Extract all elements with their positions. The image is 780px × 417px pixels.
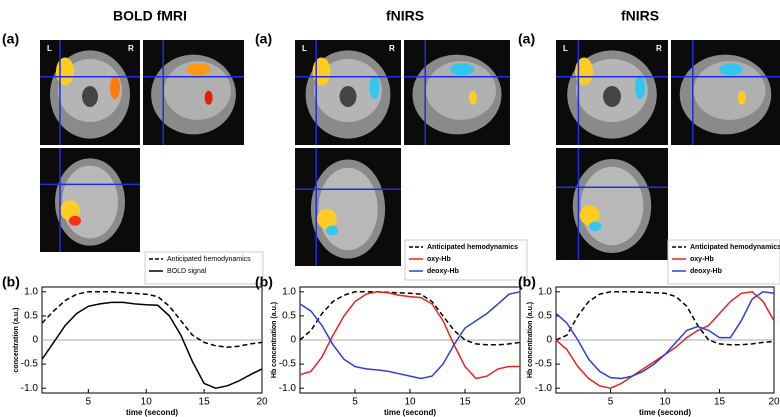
x-tick-label: 5 [86, 397, 92, 408]
x-tick-label: 20 [514, 397, 526, 408]
series-line [42, 302, 262, 388]
series-line [42, 292, 262, 347]
orientation-label: R [656, 44, 662, 53]
panel-label: (a) [2, 31, 19, 47]
activation [187, 63, 211, 75]
y-tick-label: 0.5 [24, 311, 38, 322]
legend-label: oxy-Hb [427, 256, 451, 263]
x-tick-label: 20 [256, 397, 268, 408]
y-tick-label: 0 [32, 335, 38, 346]
y-tick-label: 0.5 [538, 311, 552, 322]
y-tick-label: -0.5 [535, 359, 553, 370]
activation [205, 91, 213, 105]
x-axis-label: time (second) [639, 408, 691, 417]
y-tick-label: 0 [290, 335, 296, 346]
activation [738, 91, 746, 105]
y-tick-label: -0.5 [21, 359, 39, 370]
legend-label: Anticipated hemodynamics [690, 244, 780, 251]
y-tick-label: 0.5 [282, 311, 296, 322]
series-line [556, 292, 774, 379]
x-tick-label: 10 [404, 397, 416, 408]
x-tick-label: 10 [141, 397, 153, 408]
x-tick-label: 15 [199, 397, 211, 408]
legend-label: deoxy-Hb [427, 268, 459, 275]
orientation-label: L [47, 44, 52, 53]
x-tick-label: 5 [352, 397, 358, 408]
y-tick-label: 1.0 [538, 286, 552, 297]
panel-label: (a) [255, 31, 272, 47]
x-tick-label: 10 [659, 397, 671, 408]
activation [719, 63, 743, 75]
series-line [300, 292, 520, 379]
activation [469, 91, 477, 105]
legend-label: oxy-Hb [690, 256, 714, 263]
x-tick-label: 20 [768, 397, 780, 408]
y-tick-label: -1.0 [21, 383, 39, 394]
y-axis-label: Hb concentration (a.u.) [271, 302, 278, 378]
panel-label: (a) [518, 31, 535, 47]
legend-label: Anticipated hemodynamics [427, 244, 518, 251]
activation [635, 75, 645, 99]
y-tick-label: 0 [546, 335, 552, 346]
y-tick-label: 1.0 [282, 286, 296, 297]
panel-label: (b) [518, 274, 536, 290]
ventricle [82, 86, 98, 107]
activation [56, 58, 74, 86]
panel-title: fNIRS [386, 8, 424, 24]
activation [589, 221, 601, 231]
activation [326, 226, 338, 236]
panel-label: (b) [255, 274, 273, 290]
x-tick-label: 15 [714, 397, 726, 408]
orientation-label: L [302, 44, 307, 53]
activation [313, 58, 331, 86]
x-tick-label: 15 [459, 397, 471, 408]
orientation-label: L [563, 44, 568, 53]
activation [317, 209, 337, 229]
activation [450, 63, 474, 75]
legend-label: Anticipated hemodynamics [167, 256, 251, 263]
activation [110, 75, 120, 99]
panel-title: BOLD fMRI [113, 8, 187, 24]
legend-label: BOLD signal [167, 268, 207, 275]
figure: BOLD fMRI (a) (b) L R 1.0 0.5 0 -0.5 -1.0 5 10 15 20 t… [0, 0, 780, 417]
y-tick-label: -1.0 [279, 383, 297, 394]
x-axis-label: time (second) [126, 408, 178, 417]
y-tick-label: 1.0 [24, 286, 38, 297]
panel-title: fNIRS [621, 8, 659, 24]
ventricle [603, 86, 621, 107]
y-axis-label: Hb concentration (a.u.) [527, 302, 534, 378]
series-line [556, 292, 774, 345]
x-axis-label: time (second) [384, 408, 436, 417]
panel-label: (b) [2, 274, 20, 290]
y-tick-label: -1.0 [535, 383, 553, 394]
activation [69, 216, 81, 226]
orientation-label: R [389, 44, 395, 53]
ventricle [340, 86, 357, 107]
activation [370, 75, 380, 99]
y-axis-label: concentration (a.u.) [13, 308, 20, 373]
orientation-label: R [128, 44, 134, 53]
y-tick-label: -0.5 [279, 359, 297, 370]
legend-label: deoxy-Hb [690, 268, 722, 275]
x-tick-label: 5 [608, 397, 614, 408]
